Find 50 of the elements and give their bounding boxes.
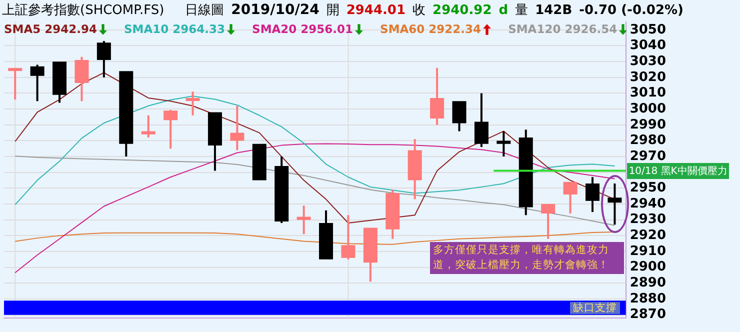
ref-line-label: 10/18 黑K中關價壓力 <box>626 162 730 179</box>
y-tick-label: 2900 <box>630 260 666 275</box>
text: SMA5 2942.94 <box>4 22 98 36</box>
candlestick <box>296 206 311 234</box>
candlestick <box>541 204 556 239</box>
band-label: 缺口支撐 <box>570 302 620 314</box>
y-tick-label: 3030 <box>630 54 666 69</box>
candlestick <box>186 92 200 116</box>
y-tick-label: 2880 <box>630 291 666 306</box>
candlestick <box>430 68 444 125</box>
candlestick <box>141 115 156 138</box>
y-tick-label: 2910 <box>630 244 666 259</box>
y-tick-label: 3010 <box>630 86 666 101</box>
text: 2019/10/24 <box>231 2 320 18</box>
text: SMA10 2964.33 <box>124 22 226 36</box>
y-tick-label: 2970 <box>630 148 666 164</box>
y-tick-label: 3020 <box>630 70 666 85</box>
y-tick-label: 2920 <box>630 228 666 244</box>
y-tick-label: 2980 <box>630 133 666 148</box>
text: 量 <box>515 2 528 19</box>
y-tick-label: 3050 <box>630 22 666 38</box>
text: SMA20 2956.01 <box>252 22 354 36</box>
candlestick <box>608 183 622 225</box>
y-tick-label: 2890 <box>630 276 666 291</box>
text: d <box>498 2 508 18</box>
y-tick-label: 2870 <box>630 307 666 322</box>
chart-subtitle: 日線圖 <box>185 2 224 19</box>
candlestick <box>30 64 44 102</box>
text: -0.70 (-0.02%) <box>579 2 684 18</box>
candlestick <box>164 110 178 149</box>
annotation: 多方僅僅只是支撐，唯有轉為進攻力道，突破上檔壓力，走勢才會轉強！ <box>430 242 624 274</box>
y-tick-label: 2990 <box>630 117 666 132</box>
candlestick <box>8 68 22 100</box>
candlestick <box>341 215 356 260</box>
y-tick-label: 2950 <box>630 180 666 196</box>
text: SMA60 2922.34 <box>380 22 482 36</box>
text: 開 <box>326 2 340 19</box>
text: 收 <box>412 2 426 19</box>
candlestick <box>496 131 511 157</box>
chart-title: 上証參考指數(SHCOMP.FS) <box>2 2 164 19</box>
text: SMA120 2926.54 <box>508 22 618 36</box>
text: 2944.01 <box>346 2 406 18</box>
y-tick-label: 2940 <box>630 196 666 212</box>
candlestick <box>474 93 488 148</box>
y-tick-label: 3040 <box>630 38 666 54</box>
text: 142B <box>535 2 572 18</box>
text: 2940.92 <box>432 2 492 18</box>
y-tick-label: 3000 <box>630 101 666 116</box>
y-tick-label: 2930 <box>630 212 666 228</box>
candlestick <box>408 139 422 200</box>
